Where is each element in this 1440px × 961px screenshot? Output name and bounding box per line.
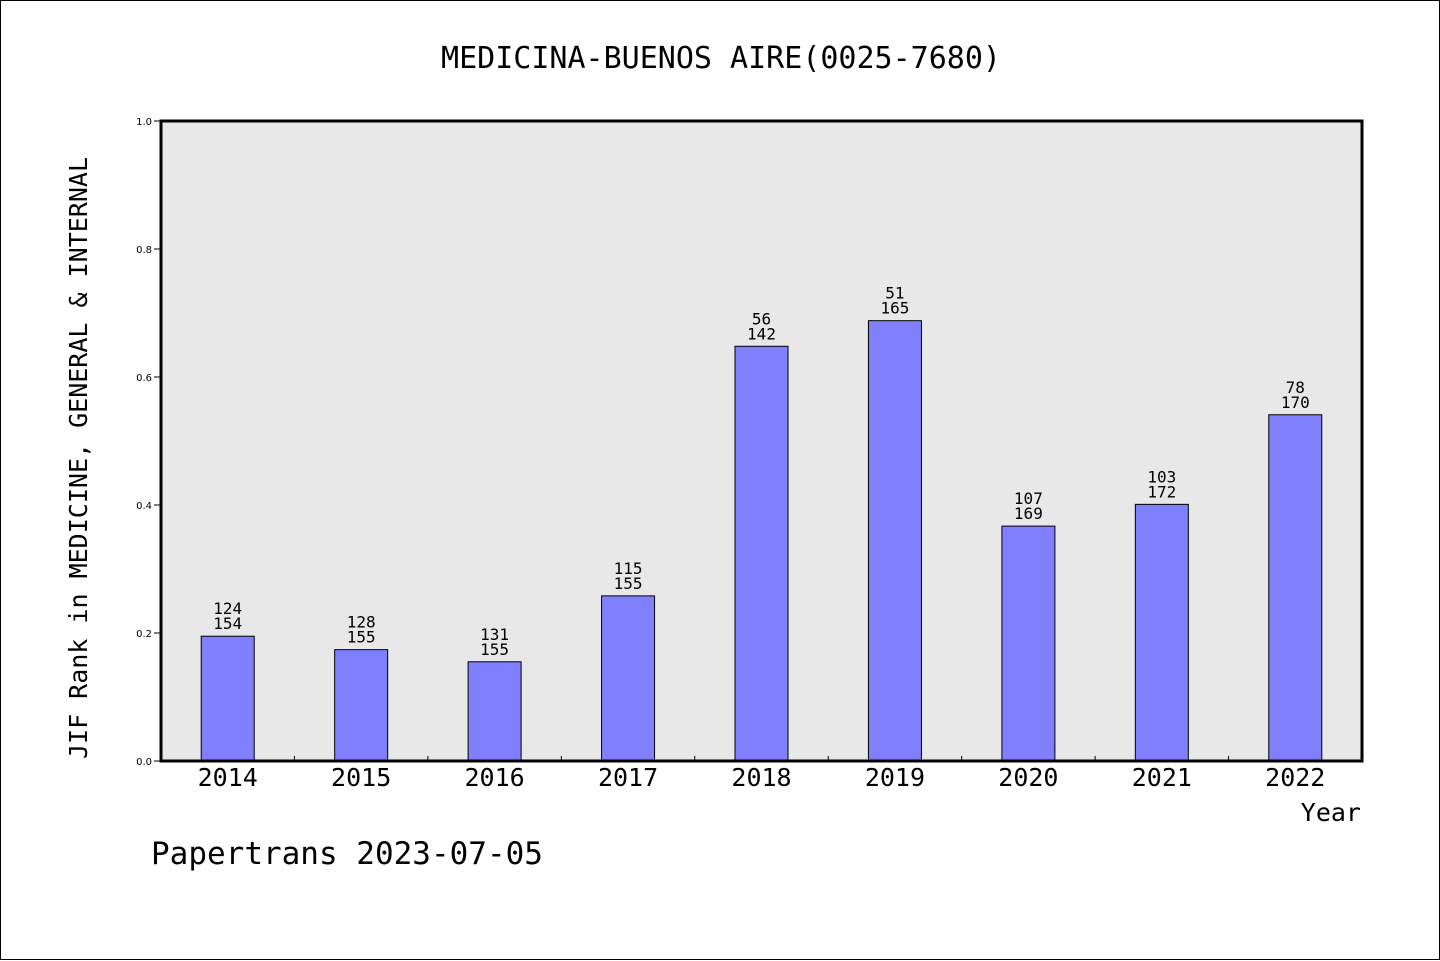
- y-tick-label: 0.2: [136, 629, 152, 640]
- rank-label: 51: [885, 284, 904, 303]
- footer-credit: Papertrans 2023-07-05: [151, 836, 543, 872]
- bar-2017: [601, 595, 656, 762]
- x-tick-label: 2018: [731, 763, 791, 792]
- y-axis: 0.0 0.2 0.4 0.6 0.8 1.0: [136, 117, 161, 768]
- total-label: 170: [1281, 393, 1310, 412]
- rank-label: 128: [347, 613, 376, 632]
- total-label: 142: [747, 324, 776, 343]
- rank-label: 56: [752, 309, 771, 328]
- x-tick-label: 2019: [865, 763, 925, 792]
- total-label: 155: [480, 640, 509, 659]
- x-tick-label: 2022: [1265, 763, 1325, 792]
- bar-2022: [1268, 414, 1323, 762]
- bar-2018: [734, 345, 789, 762]
- y-tick-label: 0.0: [136, 757, 152, 768]
- x-tick-label: 2014: [198, 763, 258, 792]
- y-tick-label: 1.0: [136, 117, 152, 128]
- bar-2019: [867, 320, 922, 762]
- bar-2021: [1134, 503, 1189, 762]
- x-tick-label: 2016: [465, 763, 525, 792]
- plot-border: [159, 119, 1364, 763]
- y-tick-label: 0.4: [136, 501, 152, 512]
- total-label: 155: [614, 574, 643, 593]
- x-axis: 2014 2015 2016 2017 2018 2019 2020 2021 2022: [198, 756, 1325, 792]
- y-axis-title: JIF Rank in MEDICINE, GENERAL & INTERNAL: [64, 157, 93, 759]
- total-label: 165: [880, 299, 909, 318]
- rank-label: 131: [480, 625, 509, 644]
- bar-2020: [1001, 525, 1056, 762]
- x-tick-label: 2015: [331, 763, 391, 792]
- x-tick-label: 2017: [598, 763, 658, 792]
- rank-label: 115: [614, 559, 643, 578]
- bar-2016: [467, 661, 522, 762]
- total-label: 154: [213, 614, 242, 633]
- x-axis-title: Year: [1301, 798, 1361, 827]
- rank-label: 107: [1014, 489, 1043, 508]
- rank-label: 103: [1147, 467, 1176, 486]
- bars-group: [200, 320, 1323, 762]
- y-tick-label: 0.6: [136, 373, 152, 384]
- x-tick-label: 2021: [1132, 763, 1192, 792]
- y-tick-label: 0.8: [136, 245, 152, 256]
- x-tick-label: 2020: [998, 763, 1058, 792]
- rank-label: 124: [213, 599, 242, 618]
- bar-2014: [200, 635, 255, 762]
- rank-label: 78: [1286, 378, 1305, 397]
- total-label: 155: [347, 628, 376, 647]
- chart-title: MEDICINA-BUENOS AIRE(0025-7680): [441, 41, 1001, 76]
- total-label: 169: [1014, 504, 1043, 523]
- bar-2015: [334, 649, 389, 762]
- total-label: 172: [1147, 482, 1176, 501]
